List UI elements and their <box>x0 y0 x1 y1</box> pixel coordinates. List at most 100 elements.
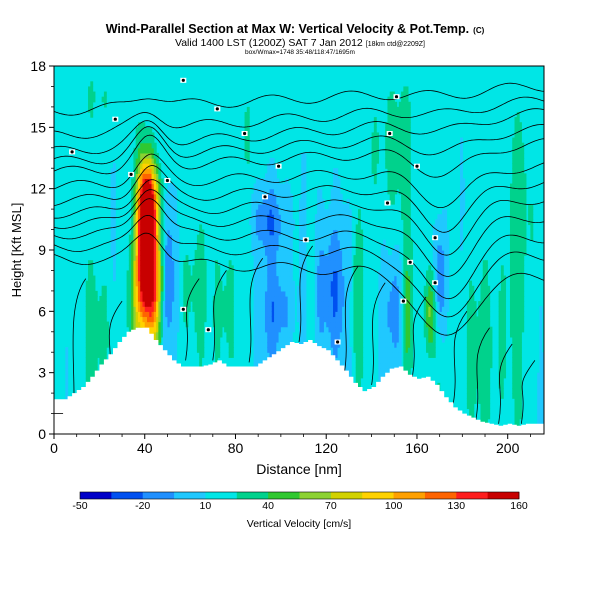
velocity-cell <box>271 183 275 190</box>
velocity-cell <box>335 357 339 364</box>
velocity-cell <box>398 290 402 297</box>
velocity-cell <box>439 229 443 236</box>
velocity-cell <box>267 306 271 312</box>
velocity-cell <box>278 316 282 323</box>
velocity-cell <box>471 326 475 333</box>
velocity-cell <box>398 147 402 154</box>
velocity-cell <box>405 311 409 318</box>
velocity-cell <box>405 168 409 174</box>
velocity-cell <box>389 321 393 328</box>
velocity-cell <box>303 224 307 231</box>
velocity-cell <box>514 326 518 333</box>
velocity-cell <box>285 214 289 220</box>
velocity-cell <box>394 301 398 307</box>
velocity-cell <box>174 352 178 358</box>
velocity-cell <box>519 352 522 358</box>
velocity-cell <box>219 306 223 312</box>
velocity-cell <box>92 96 96 103</box>
velocity-cell <box>174 193 178 200</box>
velocity-cell <box>392 158 395 164</box>
velocity-cell <box>328 336 332 343</box>
velocity-cell <box>278 198 282 205</box>
velocity-cell <box>296 301 300 307</box>
velocity-cell <box>344 306 348 312</box>
velocity-cell <box>403 209 407 215</box>
velocity-cell <box>201 255 205 261</box>
velocity-cell <box>516 367 520 374</box>
velocity-cell <box>405 219 409 226</box>
velocity-cell <box>321 270 325 277</box>
velocity-cell <box>142 316 146 323</box>
velocity-cell <box>151 311 155 318</box>
velocity-cell <box>353 336 357 343</box>
velocity-cell <box>217 321 221 328</box>
velocity-cell <box>258 178 262 185</box>
velocity-cell <box>387 101 391 108</box>
velocity-cell <box>153 168 157 174</box>
velocity-cell <box>385 280 389 287</box>
velocity-cell <box>142 193 146 200</box>
velocity-cell <box>131 311 134 318</box>
velocity-cell <box>149 326 153 333</box>
velocity-cell <box>360 362 364 369</box>
velocity-cell <box>485 408 488 415</box>
velocity-cell <box>482 372 486 379</box>
velocity-cell <box>228 352 232 358</box>
velocity-cell <box>473 306 477 312</box>
velocity-cell <box>171 229 175 236</box>
velocity-cell <box>330 336 334 343</box>
velocity-cell <box>260 321 264 328</box>
velocity-cell <box>430 275 434 282</box>
velocity-cell <box>500 372 504 379</box>
velocity-cell <box>389 362 393 369</box>
velocity-cell <box>110 193 114 200</box>
velocity-cell <box>160 244 164 251</box>
velocity-cell <box>500 280 504 287</box>
velocity-cell <box>498 342 502 348</box>
velocity-cell <box>165 301 169 307</box>
velocity-cell <box>401 204 404 210</box>
velocity-cell <box>253 336 257 343</box>
velocity-cell <box>337 183 341 190</box>
velocity-cell <box>269 163 273 169</box>
velocity-cell <box>337 280 341 287</box>
velocity-cell <box>260 178 264 185</box>
velocity-cell <box>280 321 284 328</box>
velocity-cell <box>278 265 282 272</box>
velocity-cell <box>94 326 98 333</box>
velocity-cell <box>385 321 389 328</box>
velocity-cell <box>403 152 407 159</box>
velocity-cell <box>432 311 436 318</box>
velocity-cell <box>503 352 507 358</box>
velocity-cell <box>446 234 450 241</box>
velocity-cell <box>149 193 153 200</box>
velocity-cell <box>262 280 266 287</box>
velocity-cell <box>387 260 391 266</box>
velocity-cell <box>90 362 94 369</box>
velocity-cell <box>226 321 230 328</box>
velocity-cell <box>344 219 348 226</box>
velocity-cell <box>149 311 153 318</box>
velocity-cell <box>333 234 336 241</box>
velocity-cell <box>394 336 398 343</box>
velocity-cell <box>355 336 359 343</box>
velocity-cell <box>469 347 473 353</box>
velocity-cell <box>228 326 232 333</box>
velocity-cell <box>260 290 264 297</box>
velocity-cell <box>444 275 448 282</box>
velocity-cell <box>392 326 395 333</box>
velocity-cell <box>112 255 116 261</box>
velocity-cell <box>437 234 441 241</box>
velocity-cell <box>439 321 443 328</box>
velocity-cell <box>516 290 520 297</box>
velocity-cell <box>403 178 407 185</box>
velocity-cell <box>140 239 144 246</box>
velocity-cell <box>90 372 94 379</box>
velocity-cell <box>394 163 398 169</box>
velocity-cell <box>407 224 411 231</box>
velocity-cell <box>330 296 334 302</box>
velocity-cell <box>392 168 395 174</box>
velocity-cell <box>403 158 407 164</box>
velocity-cell <box>133 229 137 236</box>
velocity-cell <box>228 306 232 312</box>
